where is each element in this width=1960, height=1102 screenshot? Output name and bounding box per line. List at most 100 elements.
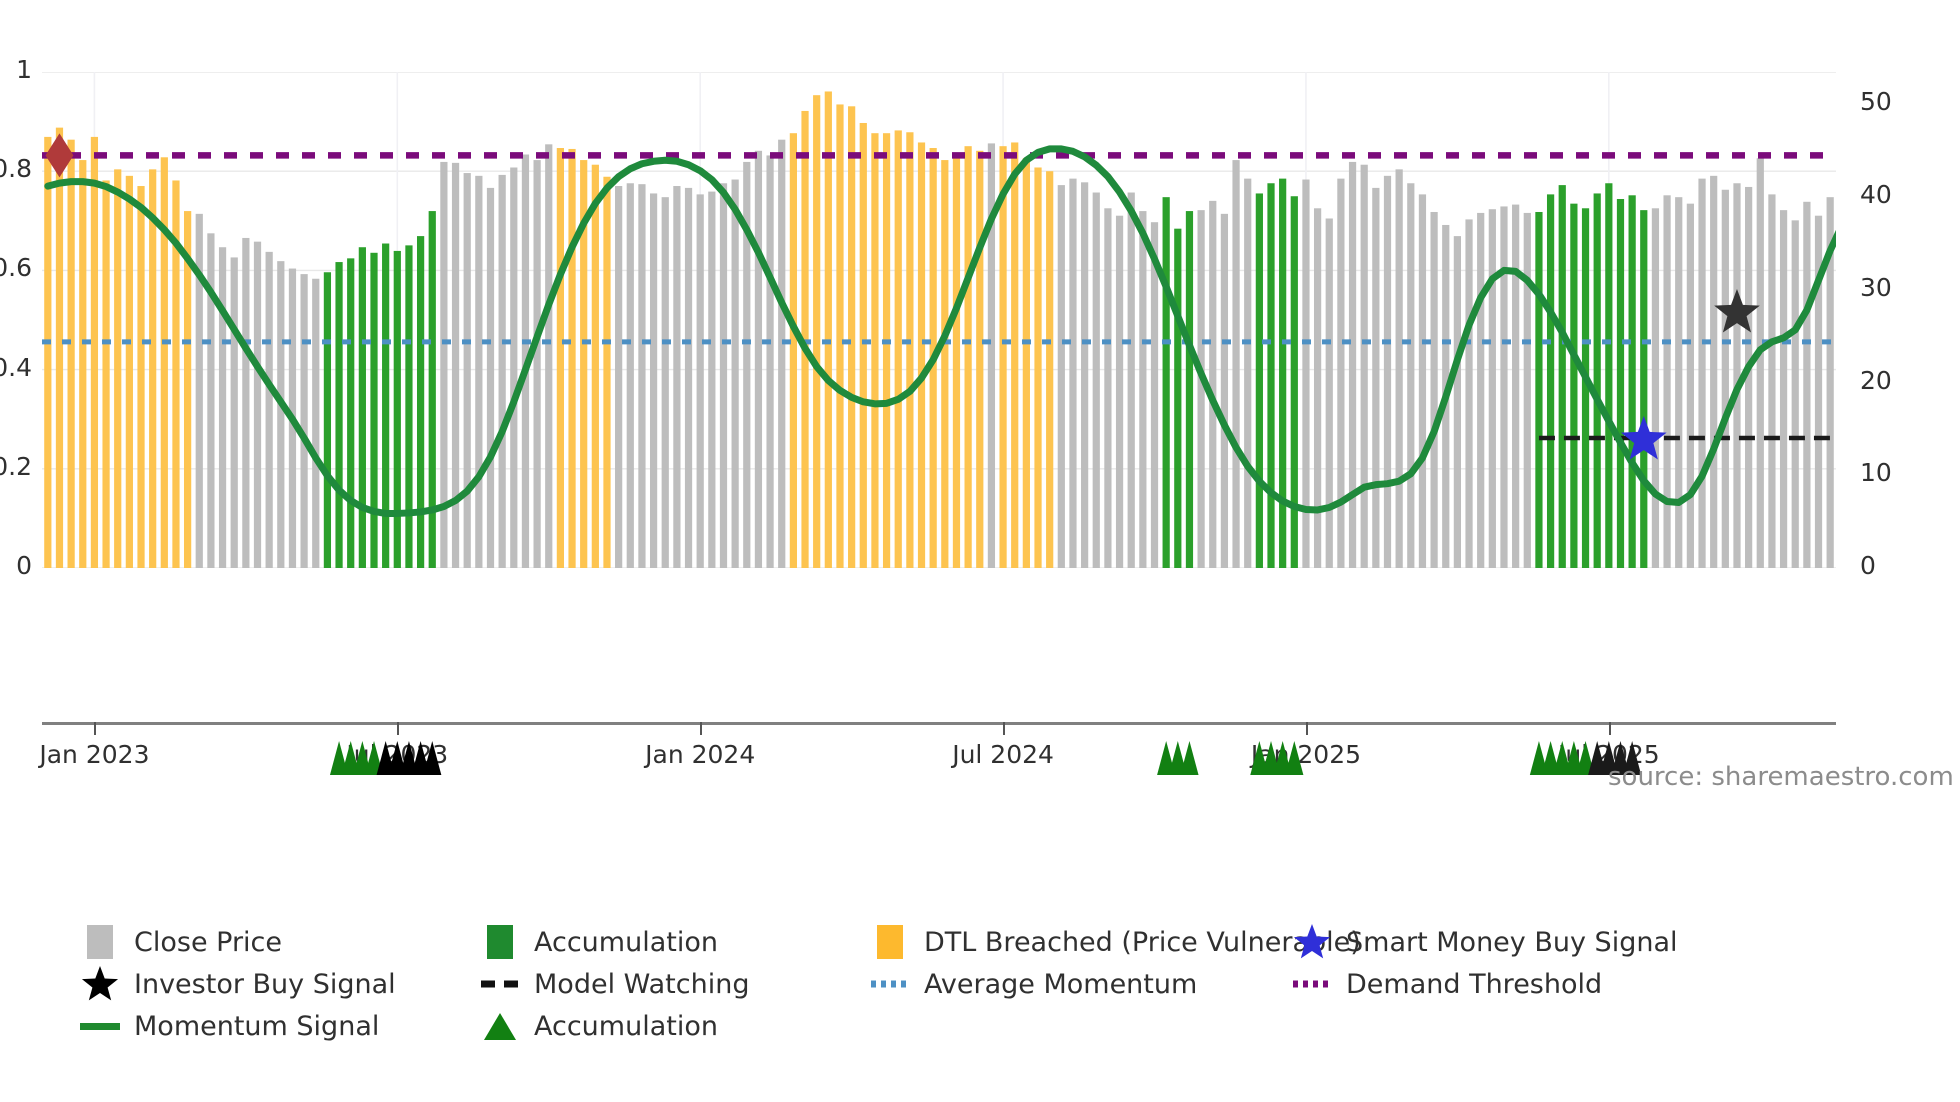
legend-item[interactable]: Investor Buy Signal	[80, 964, 396, 1004]
y-axis-left: 0 0.2 0.4 0.6 0.8 1	[0, 0, 42, 640]
price-bar	[1325, 218, 1333, 568]
price-bar	[335, 262, 343, 568]
chart-legend: Close Price Accumulation DTL Breached (Pri…	[80, 922, 1910, 1052]
price-bar	[1104, 208, 1112, 568]
price-bar	[836, 104, 844, 568]
y-axis-left-tick: 0.6	[0, 253, 32, 283]
demand-threshold-dot-icon	[1292, 964, 1332, 1004]
price-bar	[1535, 211, 1543, 568]
price-bar	[766, 155, 774, 568]
momentum-signal-line	[44, 145, 1836, 517]
price-bar	[1244, 178, 1252, 568]
price-bar	[218, 247, 227, 568]
x-axis-tick-mark	[94, 722, 97, 735]
price-bar	[428, 211, 436, 568]
distribution-diamond-marker[interactable]	[45, 133, 74, 178]
price-bar	[137, 186, 145, 568]
price-bar	[172, 180, 180, 568]
x-axis-tick-mark	[397, 722, 400, 735]
price-bar	[195, 213, 203, 568]
price-bar	[743, 161, 751, 568]
legend-item[interactable]: DTL Breached (Price Vulnerable)	[870, 922, 1361, 962]
price-bar	[1721, 189, 1729, 568]
accumulation-bar-swatch	[480, 922, 520, 962]
investor-buy-signal-marker[interactable]	[1714, 289, 1760, 333]
price-bar	[684, 187, 693, 568]
price-bar	[533, 160, 541, 568]
price-bar	[207, 233, 215, 568]
price-bar	[1011, 142, 1019, 568]
x-axis-tick-label: Jul 2024	[952, 740, 1054, 769]
y-axis-right-tick: 30	[1860, 272, 1892, 302]
price-bar	[1302, 179, 1310, 568]
price-bar	[1279, 178, 1287, 568]
price-bar	[416, 236, 425, 568]
price-bar	[1710, 175, 1718, 568]
legend-label: Model Watching	[534, 968, 750, 1000]
price-bar	[1826, 197, 1834, 568]
price-bar	[1372, 187, 1380, 568]
price-bar	[1570, 203, 1578, 568]
y-axis-right-tick: 20	[1860, 365, 1892, 395]
price-bar	[1185, 211, 1194, 568]
price-bar	[1220, 213, 1229, 568]
legend-item[interactable]: Model Watching	[480, 964, 749, 1004]
price-bar	[475, 175, 483, 568]
investor-star-icon	[80, 964, 120, 1004]
y-axis-left-tick: 0.8	[0, 154, 32, 184]
plot-area[interactable]	[42, 72, 1836, 568]
y-axis-left-tick: 0.4	[0, 352, 32, 382]
price-bar	[405, 245, 413, 568]
price-bar	[1360, 164, 1368, 568]
price-bar	[580, 160, 588, 568]
price-bar	[1663, 195, 1671, 568]
price-bar	[1313, 208, 1322, 568]
price-bar	[1232, 160, 1240, 568]
y-axis-left-tick: 0	[16, 551, 32, 580]
y-axis-left-tick: 1	[16, 55, 32, 84]
price-bar	[1034, 167, 1042, 568]
x-axis-tick-label: Jan 2025	[1250, 740, 1362, 769]
legend-label: Close Price	[134, 926, 282, 958]
legend-item[interactable]: Momentum Signal	[80, 1006, 379, 1046]
momentum-signal-line-icon	[80, 1006, 120, 1046]
legend-label: Investor Buy Signal	[134, 968, 396, 1000]
price-bar	[824, 91, 832, 568]
legend-item[interactable]: Average Momentum	[870, 964, 1197, 1004]
legend-label: Momentum Signal	[134, 1010, 380, 1042]
legend-item[interactable]: Smart Money Buy Signal	[1292, 922, 1678, 962]
price-bar	[44, 136, 52, 568]
smart-money-buy-signal-marker[interactable]	[1620, 416, 1667, 460]
price-bar	[1616, 199, 1625, 568]
price-bar	[1814, 215, 1823, 568]
price-bar	[1477, 212, 1485, 568]
legend-item[interactable]: Demand Threshold	[1292, 964, 1602, 1004]
y-axis-left-tick: 0.2	[0, 451, 32, 481]
price-bar	[882, 133, 891, 568]
price-bar	[1383, 175, 1392, 568]
x-axis: Jan 2023 Jul 2023 Jan 2024 Jul 2024 Jan 2025…	[39, 722, 1836, 802]
price-bar	[253, 241, 262, 568]
legend-label: Demand Threshold	[1346, 968, 1603, 1000]
price-bar	[1593, 193, 1601, 568]
x-axis-tick-label: Jan 2024	[645, 740, 756, 769]
price-bar	[1628, 195, 1636, 568]
y-axis-right-tick: 10	[1860, 458, 1892, 488]
price-bar	[1558, 185, 1566, 568]
price-bar	[673, 186, 681, 568]
price-bar	[649, 193, 658, 568]
price-bar	[813, 95, 821, 568]
price-bar	[1267, 183, 1275, 568]
price-bar	[941, 160, 949, 568]
chart-canvas	[42, 72, 1836, 568]
price-bar	[393, 250, 401, 568]
legend-item[interactable]: Close Price	[80, 922, 282, 962]
y-axis-right-tick: 50	[1860, 87, 1892, 117]
legend-item[interactable]: Accumulation	[480, 922, 718, 962]
price-bar	[952, 155, 961, 568]
price-bar	[382, 243, 390, 568]
price-bar	[1733, 183, 1741, 568]
legend-item[interactable]: Accumulation	[480, 1006, 718, 1046]
price-bar	[696, 194, 704, 568]
